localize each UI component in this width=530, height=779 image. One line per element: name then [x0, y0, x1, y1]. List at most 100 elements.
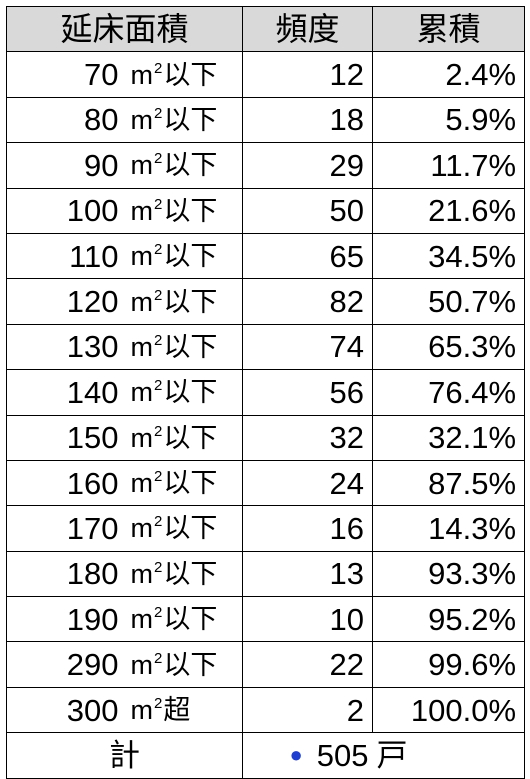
frequency-cell: 2: [242, 686, 374, 734]
area-unit-cell: m2以下: [124, 459, 244, 507]
area-value-cell: 80: [6, 96, 125, 144]
table-row: 180 m2以下 13 93.3%: [6, 550, 526, 598]
superscript-two: 2: [154, 104, 163, 122]
cumulative-cell: 100.0%: [372, 686, 526, 734]
table-row: 170 m2以下 16 14.3%: [6, 505, 526, 552]
area-unit-cell: m2以下: [124, 596, 244, 643]
header-area: 延床面積: [5, 5, 244, 53]
superscript-two: 2: [154, 241, 163, 259]
cumulative-cell: 50.7%: [372, 278, 526, 325]
cumulative-cell: 93.3%: [372, 550, 526, 598]
cumulative-cell: 14.3%: [372, 505, 526, 552]
area-unit-cell: m2以下: [124, 550, 244, 598]
frequency-cell: 16: [242, 505, 374, 552]
area-unit-cell: m2以下: [124, 96, 244, 144]
header-frequency: 頻度: [242, 5, 374, 53]
frequency-cell: 10: [242, 596, 374, 643]
superscript-two: 2: [154, 286, 163, 304]
total-value: 505: [316, 737, 369, 773]
area-value-cell: 110: [6, 232, 125, 280]
frequency-cell: 56: [242, 369, 374, 416]
cumulative-cell: 11.7%: [372, 142, 526, 189]
table-row: 140 m2以下 56 76.4%: [6, 369, 526, 416]
cumulative-cell: 2.4%: [372, 51, 526, 98]
area-value-cell: 100: [6, 187, 125, 234]
cumulative-cell: 95.2%: [372, 596, 526, 643]
superscript-two: 2: [154, 377, 163, 395]
frequency-cell: 74: [242, 323, 374, 371]
superscript-two: 2: [154, 150, 163, 168]
total-unit: 戸: [372, 732, 526, 779]
cumulative-cell: 34.5%: [372, 232, 526, 280]
total-row: 計 ● 505 戸: [5, 732, 526, 779]
table-row: 290 m2以下 22 99.6%: [6, 641, 526, 688]
area-value-cell: 90: [6, 142, 125, 189]
frequency-cell: 18: [242, 96, 374, 144]
table-row: 110 m2以下 65 34.5%: [6, 232, 526, 280]
area-unit-cell: m2以下: [124, 323, 244, 371]
frequency-cell: 32: [242, 414, 374, 461]
superscript-two: 2: [154, 422, 163, 440]
table-row: 90 m2以下 29 11.7%: [6, 142, 526, 189]
total-value-cell: ● 505: [242, 732, 373, 779]
frequency-cell: 29: [242, 142, 374, 189]
cumulative-cell: 21.6%: [372, 187, 526, 234]
frequency-cell: 50: [242, 187, 374, 234]
superscript-two: 2: [154, 331, 163, 349]
cumulative-cell: 76.4%: [372, 369, 526, 416]
area-value-cell: 190: [6, 596, 125, 643]
table-row: 150 m2以下 32 32.1%: [6, 414, 526, 461]
superscript-two: 2: [154, 513, 163, 531]
superscript-two: 2: [154, 695, 163, 713]
table-body: 70 m2以下 12 2.4% 80 m2以下 18 5.9% 90 m2以下 29 11.7% 100…: [6, 51, 526, 734]
superscript-two: 2: [154, 468, 163, 486]
area-unit-cell: m2以下: [124, 51, 244, 98]
cumulative-cell: 87.5%: [372, 459, 526, 507]
area-unit-cell: m2以下: [124, 142, 244, 189]
frequency-cell: 22: [242, 641, 374, 688]
area-unit-cell: m2超: [124, 686, 244, 734]
cumulative-cell: 65.3%: [372, 323, 526, 371]
table-row: 100 m2以下 50 21.6%: [6, 187, 526, 234]
superscript-two: 2: [154, 59, 163, 77]
area-value-cell: 130: [6, 323, 125, 371]
cumulative-cell: 32.1%: [372, 414, 526, 461]
frequency-cell: 65: [242, 232, 374, 280]
table-row: 190 m2以下 10 95.2%: [6, 596, 526, 643]
table-row: 300 m2超 2 100.0%: [6, 686, 526, 734]
area-unit-cell: m2以下: [124, 414, 244, 461]
area-value-cell: 150: [6, 414, 125, 461]
bullet-marker-icon: ●: [289, 741, 303, 767]
area-value-cell: 300: [6, 686, 125, 734]
area-value-cell: 120: [6, 278, 125, 325]
area-unit-cell: m2以下: [124, 641, 244, 688]
superscript-two: 2: [154, 195, 163, 213]
cumulative-cell: 99.6%: [372, 641, 526, 688]
area-value-cell: 70: [6, 51, 125, 98]
frequency-cell: 12: [242, 51, 374, 98]
superscript-two: 2: [154, 558, 163, 576]
header-row: 延床面積 頻度 累積: [5, 5, 526, 53]
frequency-table: 延床面積 頻度 累積 70 m2以下 12 2.4% 80 m2以下 18 5.9% 90 m2以…: [5, 5, 526, 779]
table-row: 80 m2以下 18 5.9%: [6, 96, 526, 144]
area-unit-cell: m2以下: [124, 278, 244, 325]
area-value-cell: 180: [6, 550, 125, 598]
header-cumulative: 累積: [372, 5, 526, 53]
frequency-cell: 13: [242, 550, 374, 598]
table-row: 160 m2以下 24 87.5%: [6, 459, 526, 507]
cumulative-cell: 5.9%: [372, 96, 526, 144]
area-value-cell: 290: [6, 641, 125, 688]
table-row: 120 m2以下 82 50.7%: [6, 278, 526, 325]
area-unit-cell: m2以下: [124, 187, 244, 234]
table-row: 70 m2以下 12 2.4%: [6, 51, 526, 98]
area-unit-cell: m2以下: [124, 232, 244, 280]
area-unit-cell: m2以下: [124, 369, 244, 416]
superscript-two: 2: [154, 604, 163, 622]
total-label: 計: [5, 732, 244, 779]
area-unit-cell: m2以下: [124, 505, 244, 552]
area-value-cell: 170: [6, 505, 125, 552]
table-row: 130 m2以下 74 65.3%: [6, 323, 526, 371]
area-value-cell: 160: [6, 459, 125, 507]
superscript-two: 2: [154, 649, 163, 667]
frequency-cell: 82: [242, 278, 374, 325]
